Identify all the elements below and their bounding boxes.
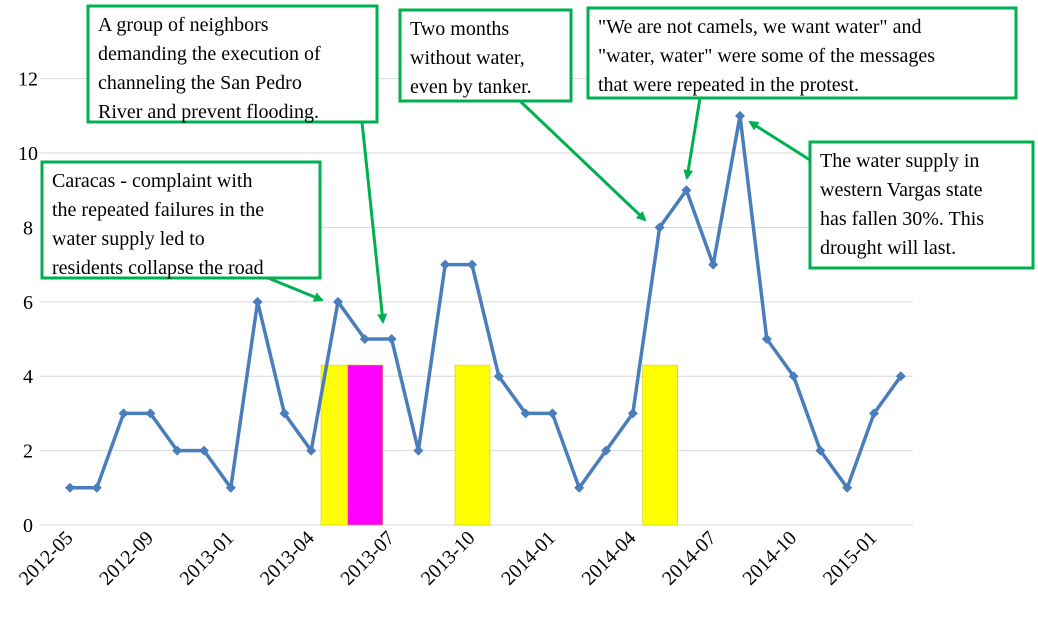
annotation-text: Caracas - complaint with — [52, 170, 253, 192]
annotation: A group of neighbors demanding the execut… — [86, 4, 379, 124]
annotation-text: residents collapse the road — [52, 257, 264, 279]
marker — [440, 259, 451, 270]
marker — [333, 296, 343, 307]
marker — [601, 445, 611, 456]
marker — [306, 445, 317, 456]
x-tick-label: 2013-07 — [336, 527, 399, 590]
y-tick-label: 0 — [23, 515, 33, 537]
marker — [172, 445, 183, 456]
x-tick-label: 2014-01 — [497, 527, 560, 590]
marker — [654, 222, 665, 233]
x-tick-label: 2014-04 — [578, 527, 641, 590]
x-tick-label: 2013-10 — [417, 527, 480, 590]
y-tick-label: 6 — [23, 292, 33, 314]
marker — [225, 482, 236, 493]
x-tick-label: 2014-10 — [738, 527, 801, 590]
marker — [199, 445, 209, 456]
marker — [493, 371, 504, 382]
marker — [279, 408, 290, 419]
marker — [520, 408, 531, 419]
annotation-box — [808, 140, 1035, 270]
marker — [842, 482, 853, 493]
event-bar — [454, 364, 491, 526]
annotation-arrow — [267, 276, 324, 302]
y-tick-label: 8 — [23, 217, 33, 239]
annotation-text: the repeated failures in the — [52, 199, 264, 221]
marker — [91, 482, 102, 493]
annotation-text: channeling the San Pedro — [98, 72, 302, 94]
annotation: "We are not camels, we want water" and "w… — [586, 6, 1018, 100]
marker — [386, 334, 397, 345]
event-bar — [347, 364, 384, 526]
annotation-arrow — [683, 97, 702, 180]
marker — [761, 334, 772, 345]
annotation-text: has fallen 30%. This — [820, 208, 984, 230]
x-tick-label: 2014-07 — [658, 527, 721, 590]
marker — [895, 371, 906, 382]
y-tick-label: 10 — [18, 143, 38, 165]
marker — [65, 482, 75, 493]
marker — [359, 334, 370, 345]
annotation-text: drought will last. — [820, 237, 956, 259]
annotation-text: demanding the execution of — [98, 43, 321, 65]
annotation-text: even by tanker. — [410, 76, 532, 98]
x-tick-label: 2015-01 — [819, 527, 882, 590]
annotation-box — [398, 8, 573, 103]
annotation-box — [86, 4, 379, 124]
y-tick-label: 4 — [23, 366, 33, 388]
marker — [788, 371, 799, 382]
marker — [413, 445, 424, 456]
y-tick-label: 12 — [18, 69, 38, 91]
annotation-arrow — [360, 121, 388, 324]
marker — [118, 408, 129, 419]
marker — [681, 185, 692, 196]
marker — [735, 110, 745, 121]
annotation: Caracas - complaint with the repeated fai… — [40, 160, 322, 280]
annotation: The water supply in western Vargas state h… — [808, 140, 1035, 270]
annotation-text: Two months — [410, 18, 509, 40]
series-line — [70, 114, 903, 490]
marker — [252, 296, 263, 307]
annotation-text: water supply led to — [52, 228, 205, 250]
marker — [869, 408, 879, 419]
annotation-box — [40, 160, 322, 280]
annotation-text: that were repeated in the protest. — [598, 74, 859, 96]
marker — [815, 445, 826, 456]
x-tick-label: 2012-09 — [95, 527, 158, 590]
y-tick-label: 2 — [23, 441, 33, 463]
x-tick-label: 2013-01 — [176, 527, 239, 590]
annotation-arrow — [748, 120, 811, 162]
annotation-text: The water supply in — [820, 150, 979, 172]
marker — [627, 408, 638, 419]
annotation-box — [586, 6, 1018, 100]
annotation-text: western Vargas state — [820, 179, 983, 201]
marker — [547, 408, 558, 419]
event-bar — [642, 364, 678, 526]
marker — [467, 259, 477, 270]
x-tick-label: 2013-04 — [256, 527, 319, 590]
annotation-text: without water, — [410, 47, 525, 69]
marker — [145, 408, 156, 419]
marker — [708, 259, 719, 270]
annotation: Two months without water, even by tanker. — [398, 8, 573, 103]
annotation-arrow — [518, 99, 647, 222]
annotation-text: "water, water" were some of the messages — [598, 45, 935, 67]
marker — [574, 482, 585, 493]
annotation-text: "We are not camels, we want water" and — [598, 16, 921, 38]
annotation-text: River and prevent flooding. — [98, 101, 319, 123]
annotation-text: A group of neighbors — [98, 14, 269, 36]
